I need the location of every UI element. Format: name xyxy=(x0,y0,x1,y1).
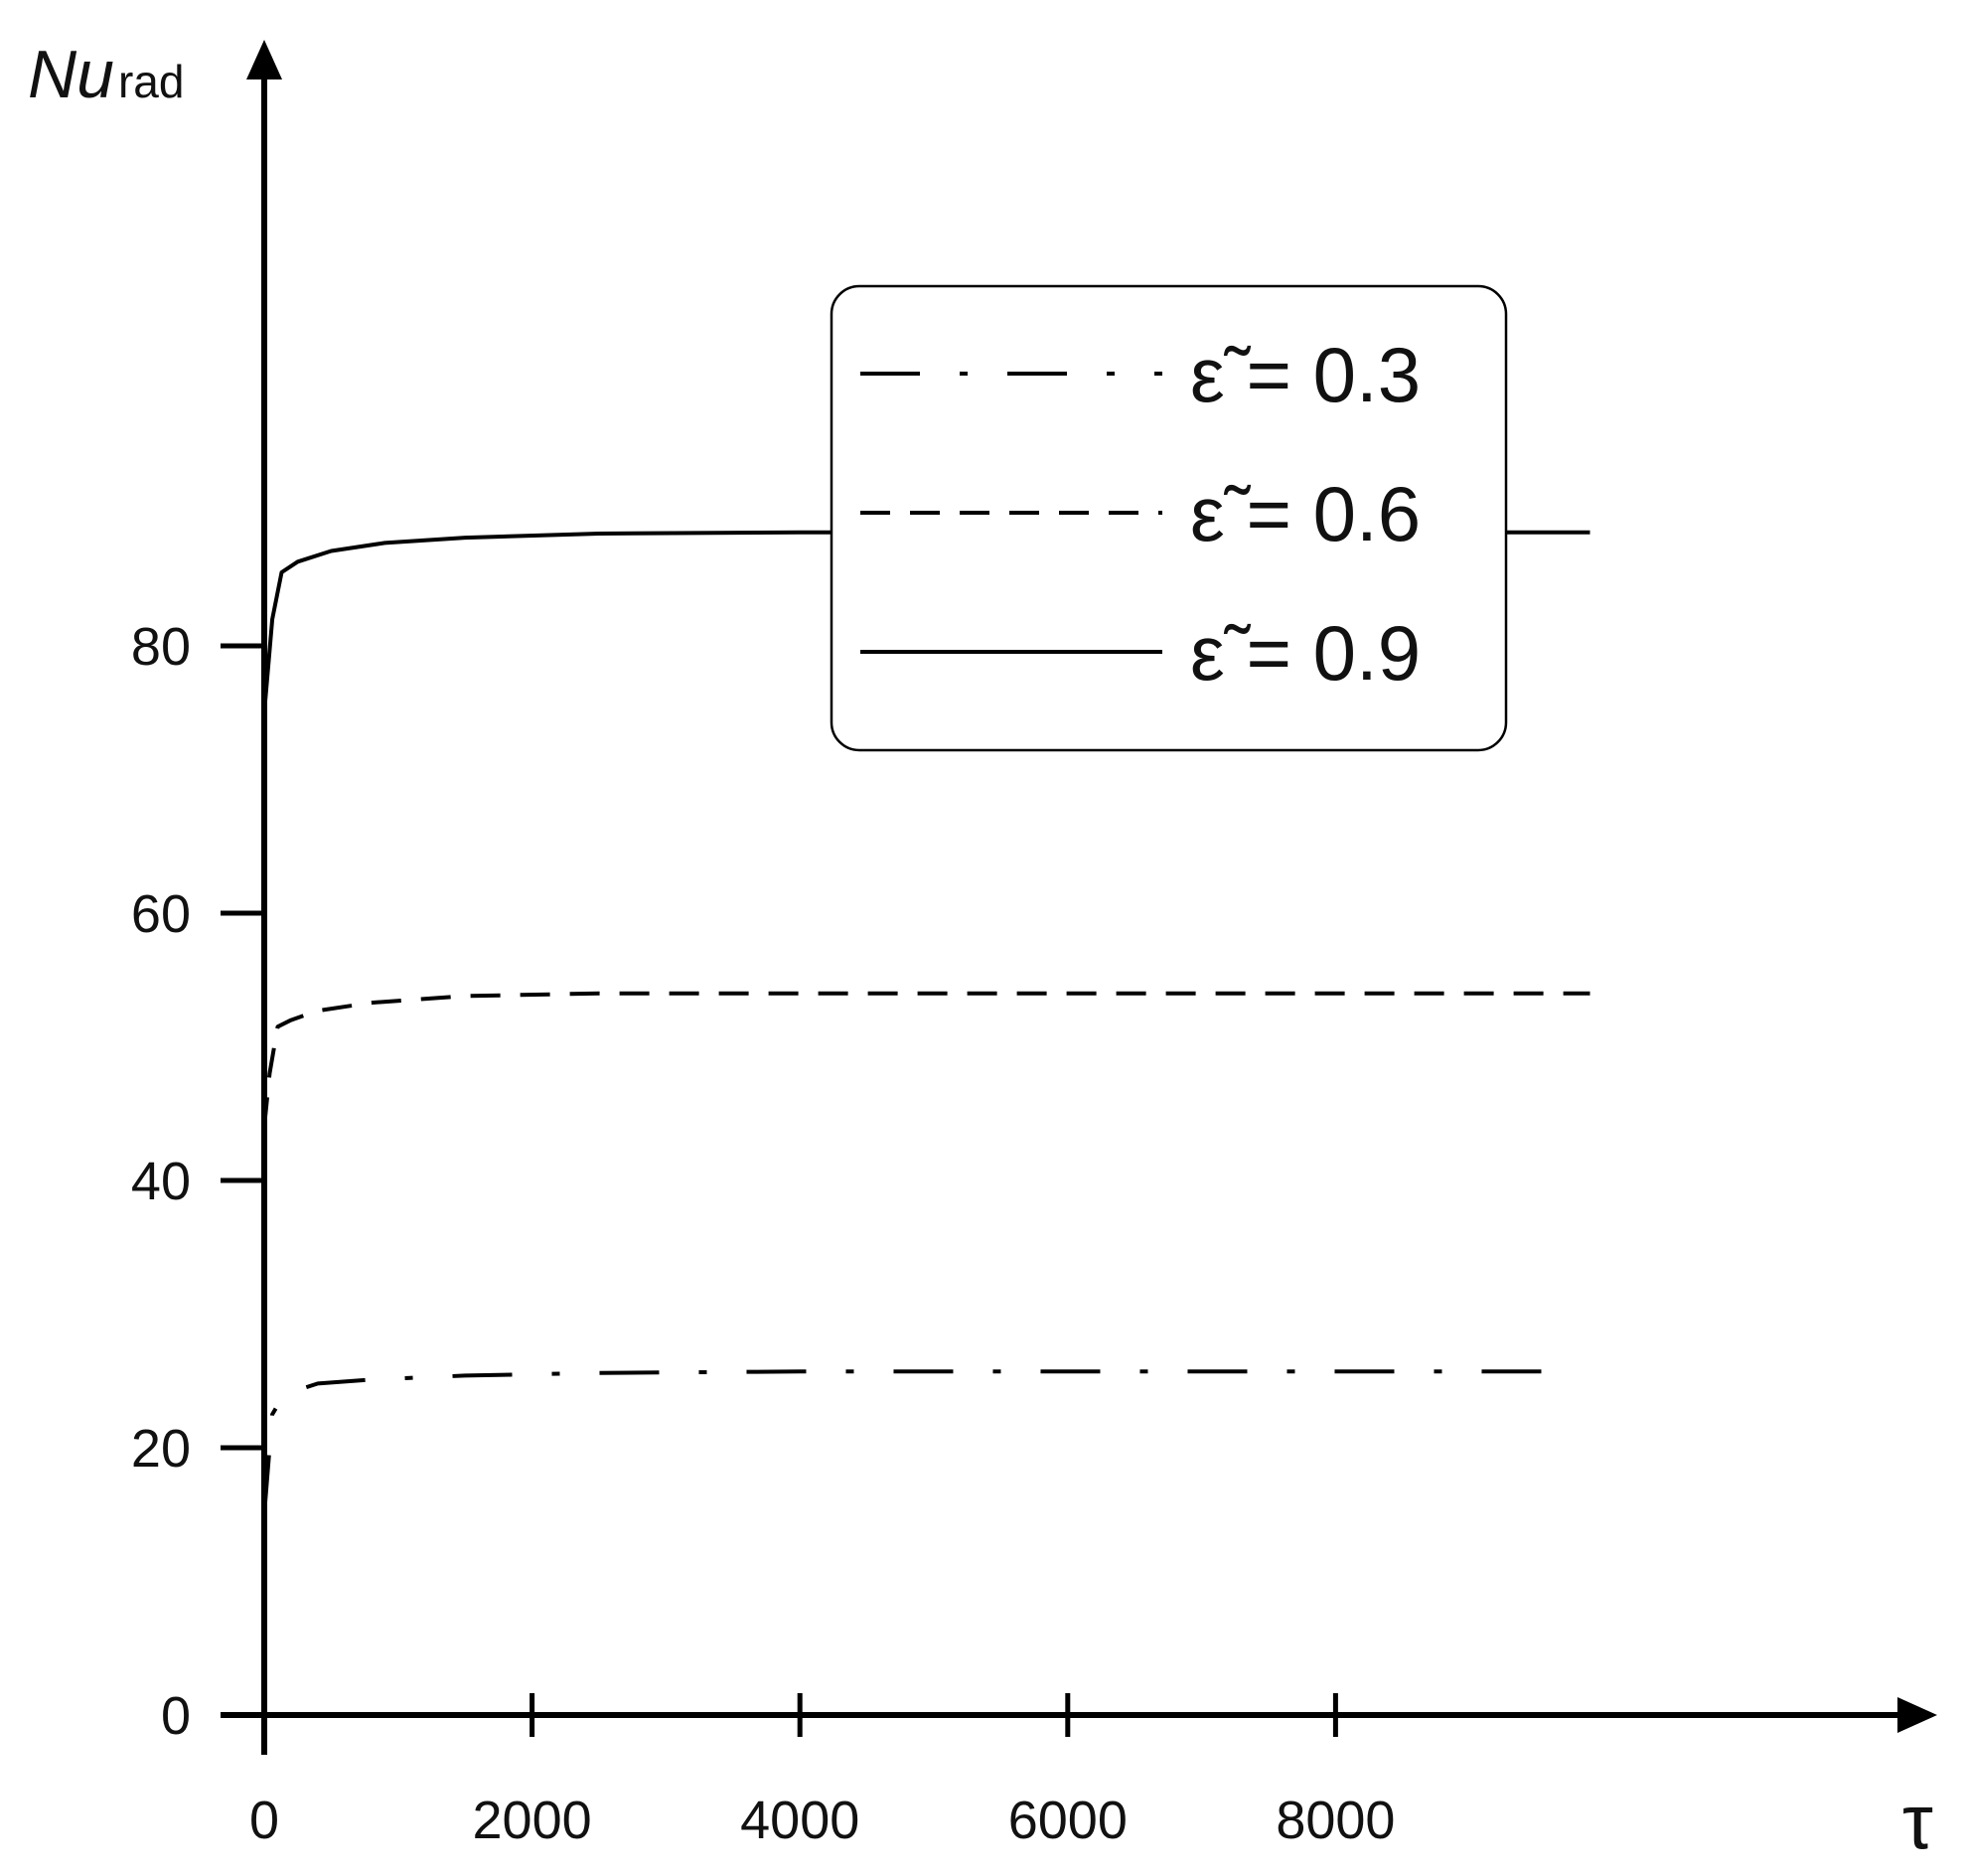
x-tick-label: 0 xyxy=(249,1791,279,1850)
y-tick-label: 0 xyxy=(161,1686,191,1746)
x-tick-label: 8000 xyxy=(1276,1791,1395,1850)
x-tick-label: 2000 xyxy=(473,1791,592,1850)
series-line-2 xyxy=(262,991,1590,1128)
y-axis-arrow xyxy=(246,40,282,79)
series-line-1 xyxy=(262,1369,1577,1515)
x-axis-title: τ xyxy=(1902,1778,1933,1865)
x-tick-label: 6000 xyxy=(1008,1791,1128,1850)
y-axis-title-sub: rad xyxy=(118,56,184,107)
legend-label-3: ε̃ = 0.9 xyxy=(1190,609,1421,697)
y-axis-title: Nurad xyxy=(28,37,184,112)
legend: ε̃ = 0.3 ε̃ = 0.6 ε̃ = 0.9 xyxy=(830,284,1508,752)
x-axis-arrow xyxy=(1897,1697,1937,1733)
ticks: 0 2000 4000 6000 8000 0 20 40 60 80 xyxy=(131,617,1396,1850)
x-tick-label: 4000 xyxy=(740,1791,859,1850)
legend-label-2: ε̃ = 0.6 xyxy=(1190,470,1421,557)
legend-label-1: ε̃ = 0.3 xyxy=(1190,331,1421,418)
y-tick-label: 20 xyxy=(131,1419,191,1479)
legend-box xyxy=(830,284,1508,752)
y-tick-label: 60 xyxy=(131,884,191,944)
y-tick-label: 40 xyxy=(131,1152,191,1211)
y-tick-label: 80 xyxy=(131,617,191,677)
y-axis-title-main: Nu xyxy=(28,37,114,112)
